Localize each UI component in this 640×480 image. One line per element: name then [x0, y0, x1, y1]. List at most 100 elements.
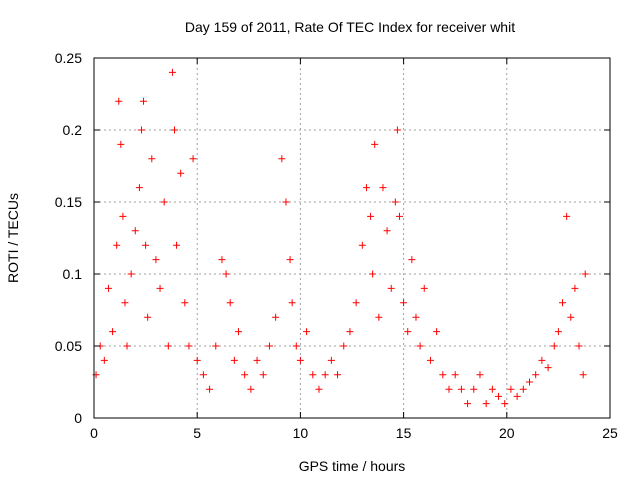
data-point [315, 385, 323, 393]
x-tick-label: 20 [499, 425, 515, 441]
data-point [457, 385, 465, 393]
x-axis-label: GPS time / hours [299, 458, 406, 474]
data-point [519, 385, 527, 393]
data-point [144, 313, 152, 321]
data-point [404, 328, 412, 336]
data-point [393, 126, 401, 134]
data-point [482, 400, 490, 408]
y-tick-label: 0.15 [55, 194, 82, 210]
data-point [391, 198, 399, 206]
data-point [230, 356, 238, 364]
data-point [109, 328, 117, 336]
data-point [321, 371, 329, 379]
data-point [476, 371, 484, 379]
x-tick-label: 15 [396, 425, 412, 441]
data-point [327, 356, 335, 364]
data-point [117, 140, 125, 148]
grid [94, 58, 610, 418]
data-point [181, 299, 189, 307]
data-point [100, 356, 108, 364]
plot-frame [93, 57, 611, 419]
data-point [426, 356, 434, 364]
data-point [127, 270, 135, 278]
data-point [241, 371, 249, 379]
data-point [247, 385, 255, 393]
data-point [563, 212, 571, 220]
data-point [282, 198, 290, 206]
data-point [416, 342, 424, 350]
chart-title: Day 159 of 2011, Rate Of TEC Index for r… [185, 19, 515, 35]
data-point [526, 378, 534, 386]
data-point [160, 198, 168, 206]
data-point [234, 328, 242, 336]
data-point [170, 126, 178, 134]
data-point [367, 212, 375, 220]
data-point [559, 299, 567, 307]
data-point [309, 371, 317, 379]
data-point [575, 342, 583, 350]
data-point [400, 299, 408, 307]
data-point [253, 356, 261, 364]
data-point [346, 328, 354, 336]
data-point [571, 284, 579, 292]
data-point [156, 284, 164, 292]
data-point [137, 126, 145, 134]
data-point [115, 97, 123, 105]
data-point [513, 392, 521, 400]
data-point [495, 392, 503, 400]
data-point [375, 313, 383, 321]
data-point [113, 241, 121, 249]
data-point [292, 342, 300, 350]
data-point [412, 313, 420, 321]
y-tick-label: 0.2 [63, 122, 83, 138]
data-point [168, 68, 176, 76]
data-point [152, 256, 160, 264]
data-point [140, 97, 148, 105]
x-tick-label: 0 [90, 425, 98, 441]
axis-ticks: 0 5 10 15 20 25 0 0.05 0.1 0.15 0.2 0.25 [55, 50, 618, 441]
data-point [340, 342, 348, 350]
data-point [148, 155, 156, 163]
data-point [119, 212, 127, 220]
data-point [420, 284, 428, 292]
data-point [550, 342, 558, 350]
data-point [272, 313, 280, 321]
data-point [226, 299, 234, 307]
data-points [92, 68, 589, 408]
data-point [135, 184, 143, 192]
y-axis-label: ROTI / TECUs [5, 193, 21, 283]
data-point [451, 371, 459, 379]
data-point [303, 328, 311, 336]
data-point [544, 364, 552, 372]
data-point [123, 342, 131, 350]
x-tick-label: 10 [293, 425, 309, 441]
y-tick-label: 0.1 [63, 266, 83, 282]
data-point [371, 140, 379, 148]
data-point [439, 371, 447, 379]
data-point [278, 155, 286, 163]
data-point [218, 256, 226, 264]
data-point [433, 328, 441, 336]
data-point [532, 371, 540, 379]
data-point [212, 342, 220, 350]
data-point [501, 400, 509, 408]
y-tick-label: 0 [74, 410, 82, 426]
data-point [358, 241, 366, 249]
data-point [488, 385, 496, 393]
data-point [395, 212, 403, 220]
data-point [387, 284, 395, 292]
data-point [470, 385, 478, 393]
data-point [199, 371, 207, 379]
data-point [369, 270, 377, 278]
data-point [579, 371, 587, 379]
data-point [173, 241, 181, 249]
data-point [507, 385, 515, 393]
data-point [464, 400, 472, 408]
data-point [206, 385, 214, 393]
y-tick-label: 0.05 [55, 338, 82, 354]
data-point [352, 299, 360, 307]
data-point [567, 313, 575, 321]
data-point [164, 342, 172, 350]
data-point [193, 356, 201, 364]
